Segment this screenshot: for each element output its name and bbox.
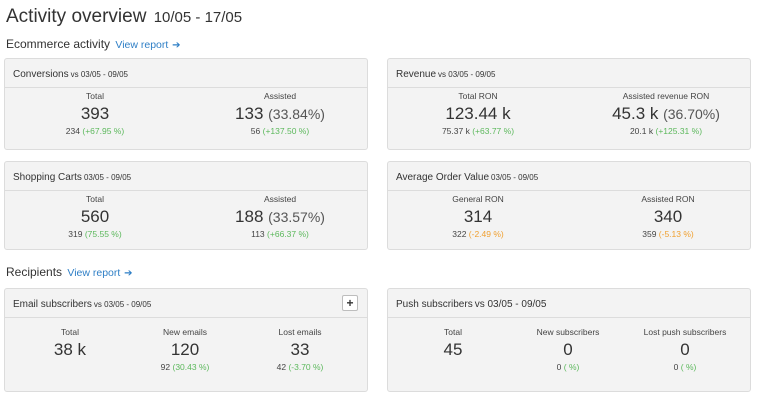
- metric-value: 0: [563, 340, 573, 359]
- recipients-heading-text: Recipients: [6, 265, 63, 279]
- recipients-view-report-link[interactable]: View report ➔: [67, 267, 133, 279]
- metric-value: 45.3 k (36.70%): [612, 104, 720, 123]
- change-indicator: (75.55 %): [84, 229, 122, 239]
- card-title: Conversions vs 03/05 - 09/05: [13, 69, 128, 80]
- metric-value: 188 (33.57%): [235, 207, 325, 226]
- push-lost: Lost push subscribers 0 0 ( %): [630, 327, 740, 374]
- ecommerce-view-report-link[interactable]: View report ➔: [115, 39, 181, 51]
- revenue-card: Revenue vs 03/05 - 09/05 Total RON 123.44…: [387, 58, 751, 150]
- metric-value: 133 (33.84%): [235, 104, 325, 123]
- push-new: New subscribers 0 0 ( %): [518, 327, 618, 374]
- change-indicator: (30.43 %): [172, 362, 210, 372]
- conversions-total: Total 393 234 (+67.95 %): [45, 91, 145, 138]
- ecommerce-heading: Ecommerce activity View report ➔: [6, 37, 180, 51]
- add-button[interactable]: +: [342, 295, 358, 311]
- change-indicator: (+137.50 %): [262, 126, 310, 136]
- divider: [388, 190, 750, 191]
- metric-value: 120: [170, 340, 200, 359]
- compare-period: vs 03/05 - 09/05: [438, 70, 496, 79]
- change-indicator: (+67.95 %): [82, 126, 125, 136]
- carts-total: Total 560 319 (75.55 %): [45, 194, 145, 241]
- compare-period: vs 03/05 - 09/05: [474, 299, 547, 310]
- card-title: Email subscribers vs 03/05 - 09/05: [13, 299, 152, 310]
- aov-general: General RON 314 322 (-2.49 %): [428, 194, 528, 241]
- compare-period: 03/05 - 09/05: [491, 173, 539, 182]
- conversions-card: Conversions vs 03/05 - 09/05 Total 393 23…: [4, 58, 368, 150]
- change-indicator: (-3.70 %): [288, 362, 324, 372]
- email-lost: Lost emails 33 42 (-3.70 %): [255, 327, 345, 374]
- metric-value: 0: [680, 340, 690, 359]
- change-indicator: ( %): [680, 362, 697, 372]
- arrow-right-icon: ➔: [169, 40, 181, 51]
- change-indicator: ( %): [563, 362, 580, 372]
- revenue-total: Total RON 123.44 k 75.37 k (+63.77 %): [418, 91, 538, 138]
- compare-period: vs 03/05 - 09/05: [93, 300, 152, 309]
- push-subscribers-card: Push subscribers vs 03/05 - 09/05 Total 4…: [387, 288, 751, 392]
- metric-value: 33: [290, 340, 310, 359]
- change-indicator: (-2.49 %): [468, 229, 504, 239]
- divider: [5, 317, 367, 318]
- metric-value: 38 k: [53, 340, 87, 359]
- metric-value: 314: [463, 207, 493, 226]
- push-total: Total 45: [408, 327, 498, 361]
- card-title: Shopping Carts 03/05 - 09/05: [13, 172, 132, 183]
- arrow-right-icon: ➔: [121, 268, 133, 279]
- divider: [388, 317, 750, 318]
- card-title: Revenue vs 03/05 - 09/05: [396, 69, 496, 80]
- metric-value: 560: [80, 207, 110, 226]
- average-order-value-card: Average Order Value 03/05 - 09/05 General…: [387, 161, 751, 250]
- card-title: Push subscribers vs 03/05 - 09/05: [396, 299, 547, 310]
- date-range: 10/05 - 17/05: [153, 9, 243, 26]
- email-subscribers-card: Email subscribers vs 03/05 - 09/05 + Tota…: [4, 288, 368, 392]
- metric-value: 45: [443, 340, 463, 359]
- conversions-assisted: Assisted 133 (33.84%) 56 (+137.50 %): [210, 91, 350, 138]
- divider: [5, 190, 367, 191]
- metric-value: 123.44 k: [445, 104, 511, 123]
- divider: [5, 87, 367, 88]
- recipients-heading: Recipients View report ➔: [6, 265, 132, 279]
- page-title: Activity overview 10/05 - 17/05: [6, 6, 242, 28]
- change-indicator: (+125.31 %): [655, 126, 703, 136]
- revenue-assisted: Assisted revenue RON 45.3 k (36.70%) 20.…: [586, 91, 746, 138]
- compare-period: vs 03/05 - 09/05: [70, 70, 128, 79]
- ecommerce-heading-text: Ecommerce activity: [6, 37, 111, 51]
- change-indicator: (-5.13 %): [658, 229, 694, 239]
- metric-value: 393: [80, 104, 110, 123]
- divider: [388, 87, 750, 88]
- change-indicator: (+66.37 %): [267, 229, 309, 239]
- aov-assisted: Assisted RON 340 359 (-5.13 %): [608, 194, 728, 241]
- card-title: Average Order Value 03/05 - 09/05: [396, 172, 539, 183]
- shopping-carts-card: Shopping Carts 03/05 - 09/05 Total 560 31…: [4, 161, 368, 250]
- change-indicator: (+63.77 %): [472, 126, 515, 136]
- carts-assisted: Assisted 188 (33.57%) 113 (+66.37 %): [210, 194, 350, 241]
- page-title-text: Activity overview: [6, 6, 147, 27]
- compare-period: 03/05 - 09/05: [83, 173, 132, 182]
- email-new: New emails 120 92 (30.43 %): [140, 327, 230, 374]
- metric-value: 340: [653, 207, 683, 226]
- email-total: Total 38 k: [25, 327, 115, 361]
